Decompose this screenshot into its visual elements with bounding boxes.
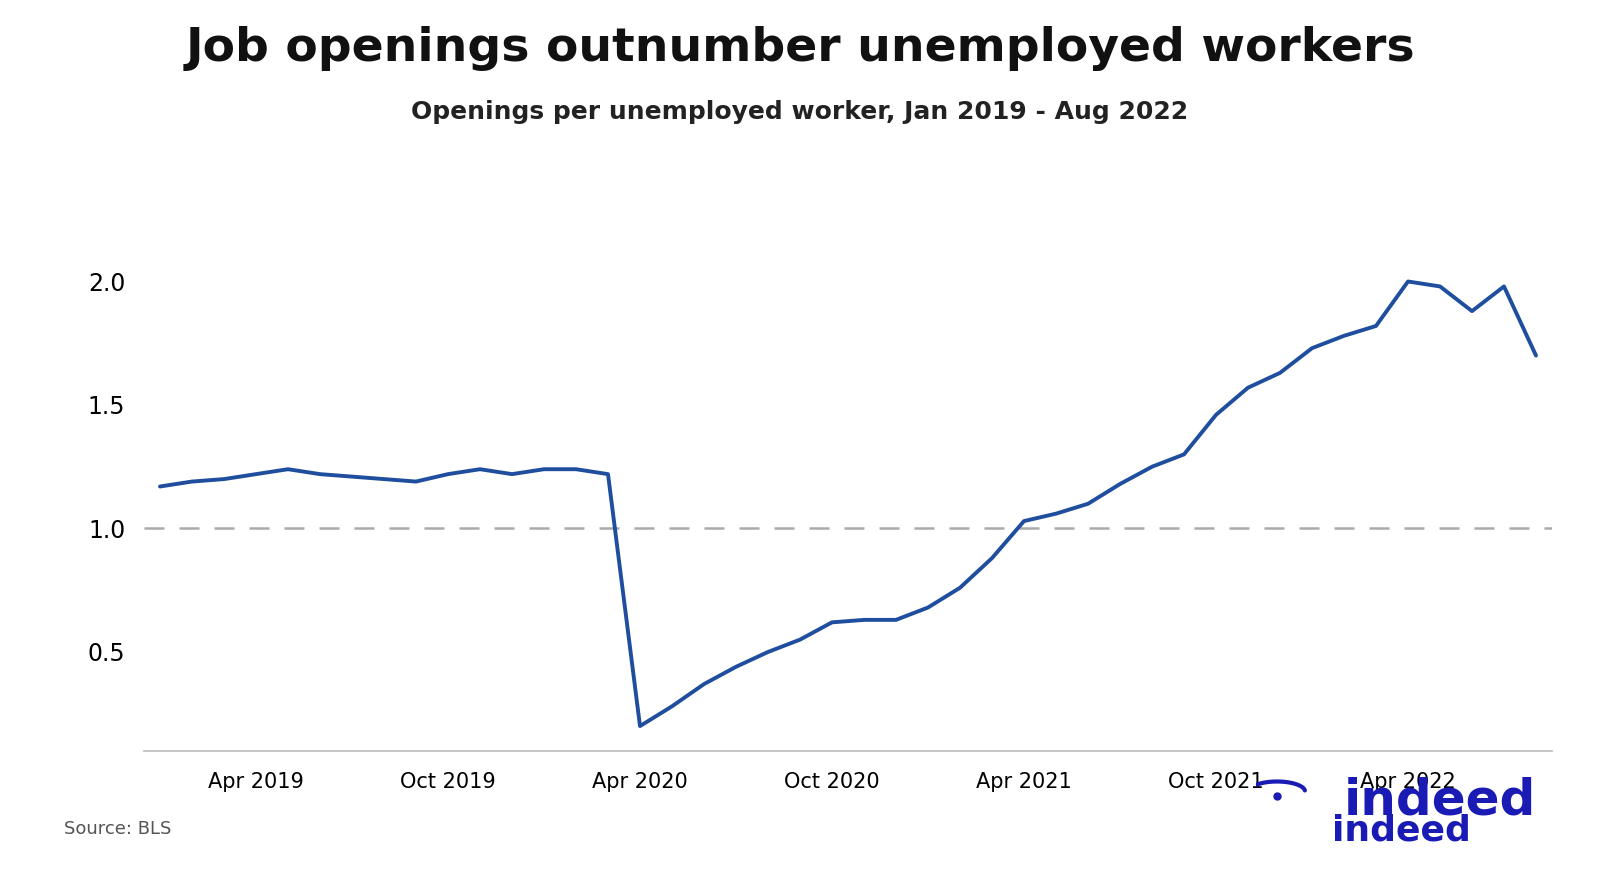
Text: Job openings outnumber unemployed workers: Job openings outnumber unemployed worker…: [186, 26, 1414, 72]
Text: indeed: indeed: [1333, 813, 1470, 847]
Text: indeed: indeed: [1344, 777, 1536, 825]
Text: Openings per unemployed worker, Jan 2019 - Aug 2022: Openings per unemployed worker, Jan 2019…: [411, 100, 1189, 124]
Text: Source: BLS: Source: BLS: [64, 820, 171, 838]
